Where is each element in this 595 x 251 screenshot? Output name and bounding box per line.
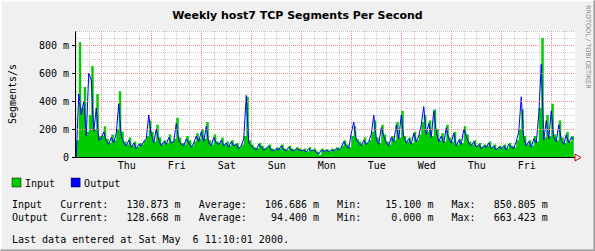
x-tick: Mon [318,157,336,171]
x-tick: Thu [468,157,486,171]
y-tick-mark [72,73,75,74]
minor-grid-line [289,31,290,157]
minor-grid-line [75,80,575,81]
major-grid [75,46,575,130]
x-tick: Tue [368,157,386,171]
minor-grid-line [264,31,265,157]
minor-grid-line [75,94,575,95]
major-grid-line [75,101,575,102]
x-tick-label: Sun [268,160,286,171]
x-tick-label: Sat [218,160,236,171]
y-tick: 400 m [39,96,75,107]
x-tick-label: Fri [518,160,536,171]
minor-grid-line [314,31,315,157]
background [0,0,595,251]
bevel-dark [1,1,595,251]
y-tick-mark [72,129,75,130]
major-grid-line [251,31,252,157]
x-tick-label: Tue [368,160,386,171]
legend: Input Output [12,178,120,189]
major-grid-line [75,45,575,46]
plot-background [75,31,575,157]
minor-grid-line [339,31,340,157]
x-tick: Sat [218,157,236,171]
watermark: RRDTOOL / TOBI OETIKER [584,5,592,89]
minor-grid-line [164,31,165,157]
grid [75,31,575,157]
series-area [76,38,574,157]
y-tick-label: 0 [63,152,69,163]
footer: Last data entered at Sat May 6 11:10:01 … [12,234,289,245]
chart: 0 200 m 400 m 600 m 800 m Thu Fri Sat Sun Mon Tue W… [0,0,595,251]
y-tick-mark [72,157,75,158]
x-tick: Sun [268,157,286,171]
plot-data [76,38,574,157]
x-tick-label: Thu [468,160,486,171]
y-tick-mark [72,45,75,46]
stats-line: Output Current: 128.668 m Average: 94.40… [12,212,548,223]
minor-grid-line [75,38,575,39]
y-tick: 800 m [39,40,75,51]
title: Weekly host7 TCP Segments Per Second [172,9,422,22]
y-tick-label: 400 m [39,96,69,107]
minor-grid-line [326,31,327,157]
x-tick: Thu [118,157,136,171]
y-tick: 0 [63,152,75,163]
x-tick-label: Mon [318,160,336,171]
x-tick: Fri [518,157,536,171]
minor-grid-line [126,31,127,157]
minor-grid-line [389,31,390,157]
y-tick-label: 600 m [39,68,69,79]
y-tick: 600 m [39,68,75,79]
minor-grid-line [189,31,190,157]
major-grid-line [75,129,575,130]
major-grid-line [301,31,302,157]
y-tick-mark [72,101,75,102]
minor-grid-line [276,31,277,157]
y-tick: 200 m [39,124,75,135]
minor-grid-line [75,59,575,60]
minor-grid-line [75,87,575,88]
x-axis-baseline [75,157,575,158]
x-tick-label: Fri [168,160,186,171]
minor-grid-line [75,66,575,67]
minor-grid-line [139,31,140,157]
minor-grid-line [226,31,227,157]
y-tick-label: 200 m [39,124,69,135]
minor-grid-line [75,115,575,116]
stats-line: Input Current: 130.873 m Average: 106.68… [12,199,548,210]
y-axis-line [75,32,76,158]
x-tick: Fri [168,157,186,171]
x-tick-label: Wed [418,160,436,171]
major-grid-line [75,73,575,74]
x-axis: Thu Fri Sat Sun Mon Tue Wed Thu Fri [77,157,575,171]
legend-swatch [12,178,21,187]
x-tick-label: Thu [118,160,136,171]
x-axis-arrow [575,154,581,161]
minor-grid-line [75,31,575,32]
y-axis-title: Segments/s [7,64,18,124]
bevel-light [1,1,595,251]
legend-label: Input [25,178,55,189]
minor-grid-line [75,108,575,109]
y-axis: 0 200 m 400 m 600 m 800 m [39,32,76,163]
minor-grid-line [489,31,490,157]
series-line [76,64,574,157]
x-tick: Wed [418,157,436,171]
major-grid-line [501,31,502,157]
minor-grid-line [476,31,477,157]
minor-grid-line [239,31,240,157]
y-tick-label: 800 m [39,40,69,51]
legend-label: Output [84,178,120,189]
legend-swatch [71,178,80,187]
minor-grid-line [75,52,575,53]
minor-grid-line [514,31,515,157]
